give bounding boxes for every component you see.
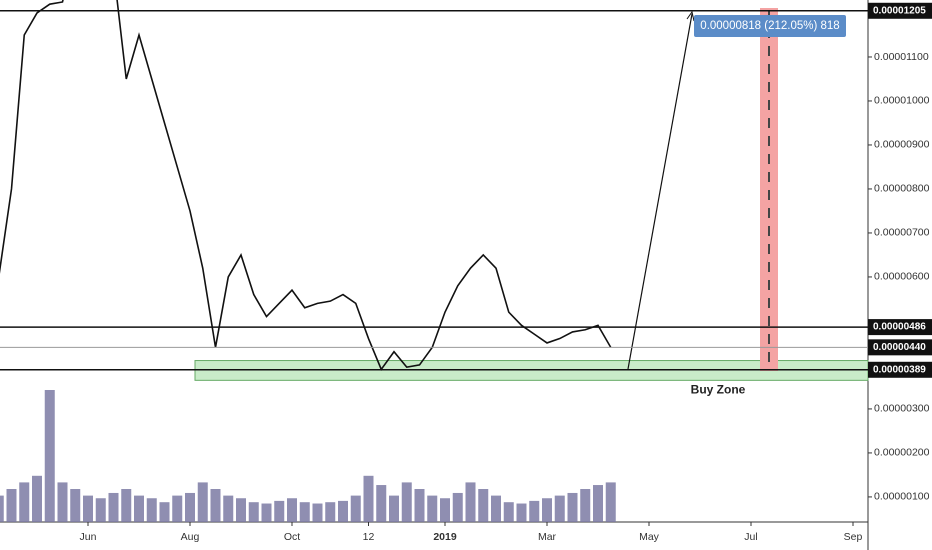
volume-bar [83, 495, 93, 522]
level-tag [868, 319, 932, 336]
price-layer [0, 0, 612, 371]
y-tick-label: 0.00001100 [874, 51, 929, 63]
projection-box [694, 15, 846, 37]
level-label: 0.00001205 [873, 5, 926, 16]
projection-line [627, 13, 693, 370]
drawings: 0.00000818 (212.05%) 818 [627, 8, 846, 371]
level-label: 0.00000440 [873, 342, 926, 353]
y-tick-label: 0.00000800 [874, 183, 930, 195]
volume-bar [414, 489, 425, 522]
volume-bar [6, 489, 17, 522]
volume-bar [95, 498, 106, 522]
volume-bar [44, 390, 55, 522]
volume-bar [440, 498, 450, 522]
projection-arrow [686, 10, 695, 22]
volume-bar [134, 495, 144, 522]
volume-bar [401, 482, 412, 522]
projection-label: 0.00000818 (212.05%) 818 [700, 20, 839, 32]
volume-bar [299, 502, 310, 522]
volume-bar [529, 500, 540, 522]
volume-bar [32, 475, 42, 522]
volume-bar [108, 492, 119, 522]
volume-bar [427, 495, 438, 522]
volume-bar [0, 495, 4, 522]
volume-bar [350, 495, 361, 522]
x-tick-label: Aug [181, 531, 200, 543]
volume-bar [70, 489, 81, 522]
x-tick-label: Jul [744, 531, 757, 543]
x-tick-label: 12 [363, 531, 375, 543]
x-tick-label: Mar [538, 531, 557, 543]
x-tick-label: May [639, 531, 660, 543]
volume-bar [19, 482, 30, 522]
volume-bar [516, 503, 527, 522]
volume-bar [248, 502, 259, 522]
volume-bar [223, 495, 234, 522]
x-tick-label: Jun [80, 531, 97, 543]
price-line [0, 0, 612, 371]
x-tick-label: Sep [844, 531, 863, 543]
buy-zone-label: Buy Zone [691, 383, 746, 397]
volume-bar [593, 485, 603, 522]
y-tick-label: 0.00000700 [874, 227, 930, 239]
volume-bar [57, 482, 68, 522]
volume-bar [197, 482, 208, 522]
level-label: 0.00000389 [873, 364, 926, 375]
y-tick-label: 0.00000600 [874, 271, 930, 283]
volume-bar [287, 498, 297, 522]
level-label: 0.00000486 [873, 322, 926, 333]
y-tick-label: 0.00000200 [874, 447, 930, 459]
volume-bar [465, 482, 476, 522]
volume-bar [452, 492, 463, 522]
volume-bar [567, 492, 578, 522]
x-tick-label: Oct [284, 531, 300, 543]
volume-bar [146, 498, 157, 522]
y-tick-label: 0.00000100 [874, 491, 930, 503]
level-tag [868, 339, 932, 356]
volume-bar [172, 495, 183, 522]
level-tag [868, 2, 932, 19]
volume-bar [185, 492, 195, 522]
y-tick-label: 0.00000900 [874, 139, 930, 151]
y-tick-label: 0.00001000 [874, 95, 930, 107]
volume-bar [338, 500, 348, 522]
volume-bar [121, 489, 132, 522]
volume-bar [159, 502, 170, 522]
volume-bar [554, 495, 565, 522]
x-tick-label: 2019 [433, 531, 457, 543]
volume-bar [312, 503, 323, 522]
volume-bar [503, 502, 514, 522]
volume-bar [580, 489, 591, 522]
volume-bar [542, 498, 552, 522]
volume-bar [478, 489, 489, 522]
volume-bar [325, 502, 336, 522]
level-tag [868, 361, 932, 378]
volume-layer [0, 390, 616, 522]
volume-bar [605, 482, 616, 522]
volume-bar [274, 500, 285, 522]
volume-bar [389, 495, 399, 522]
y-tick-label: 0.00000300 [874, 403, 930, 415]
volume-bar [210, 489, 221, 522]
volume-bar [376, 485, 387, 522]
volume-bar [491, 495, 501, 522]
volume-bar [236, 498, 246, 522]
target-range [760, 8, 778, 371]
volume-bar [261, 503, 272, 522]
volume-bar [363, 475, 374, 522]
